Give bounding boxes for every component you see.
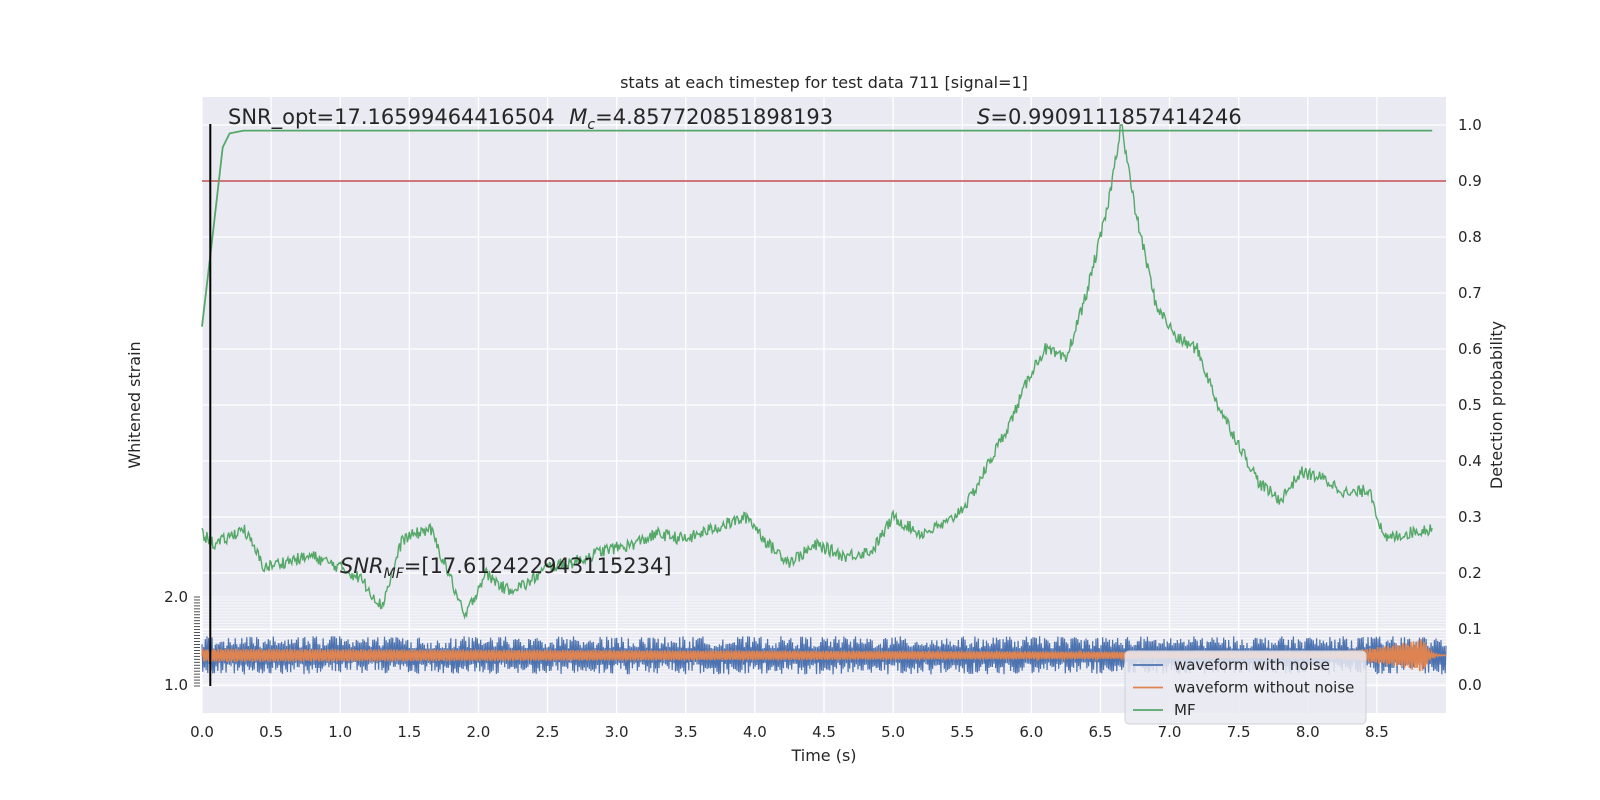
x-tick-label: 1.0 [328,723,352,741]
series-mf [201,124,1433,620]
s-symbol: S [977,105,990,129]
y-tick-label-right: 0.0 [1458,676,1482,694]
strain-tick-label-top: 2.0 [164,588,188,606]
x-tick-label: 2.0 [467,723,491,741]
x-tick-label: 3.5 [674,723,698,741]
x-tick-label: 6.0 [1019,723,1043,741]
strain-tick-label-bottom: 1.0 [164,676,188,694]
x-tick-label: 4.5 [812,723,836,741]
legend: waveform with noise waveform without noi… [1124,650,1367,725]
x-tick-label: 3.0 [605,723,629,741]
chart-title: stats at each timestep for test data 711… [620,73,1028,92]
legend-entry-mf: MF [1174,701,1196,719]
x-tick-label: 2.5 [536,723,560,741]
y-tick-label-right: 0.2 [1458,564,1482,582]
snr-opt-value: SNR_opt=17.16599464416504 [228,105,555,130]
x-tick-label: 7.0 [1158,723,1182,741]
legend-box [1124,650,1367,725]
y-tick-label-right: 0.1 [1458,620,1482,638]
y-tick-label-right: 0.9 [1458,172,1482,190]
series-waveform-with-noise [201,636,1447,675]
snr-mf-subscript: MF [384,566,405,582]
x-tick-label: 5.5 [950,723,974,741]
y-axis-label-left: Whitened strain [125,341,144,468]
mc-subscript: c [587,117,595,133]
x-tick-label: 1.5 [397,723,421,741]
y-tick-label-right: 0.6 [1458,340,1482,358]
annotation-snr-opt: SNR_opt=17.16599464416504 Mc=4.857720851… [228,105,833,133]
x-tick-label: 0.5 [259,723,283,741]
mc-value: =4.857720851898193 [595,105,833,129]
x-tick-label: 6.5 [1089,723,1113,741]
snr-mf-value: =[17.612422943115234] [404,554,672,578]
legend-entry-waveform-with-noise: waveform with noise [1174,656,1330,674]
y-axis-label-right: Detection probability [1487,321,1506,489]
annotation-snr-mf: SNRMF=[17.612422943115234] [340,554,672,582]
y-tick-label-right: 0.4 [1458,452,1482,470]
x-tick-label: 4.0 [743,723,767,741]
y-tick-label-right: 0.3 [1458,508,1482,526]
snr-mf-symbol: SNR [340,554,384,578]
y-tick-label-right: 1.0 [1458,116,1482,134]
series-detection-probability [201,129,1433,327]
y-tick-label-right: 0.8 [1458,228,1482,246]
annotation-s: S=0.9909111857414246 [977,105,1242,129]
tick-labels: 0.0 0.5 1.0 1.5 2.0 2.5 3.0 3.5 4.0 4.5 5.0 5.5 6.0 6… [164,116,1482,741]
y-tick-label-right: 0.7 [1458,284,1482,302]
x-axis-label: Time (s) [790,746,856,765]
mc-symbol: M [569,105,587,129]
x-tick-label: 7.5 [1227,723,1251,741]
series-group [201,124,1447,686]
x-tick-label: 8.5 [1365,723,1389,741]
x-tick-label: 8.0 [1296,723,1320,741]
legend-entry-waveform-without-noise: waveform without noise [1174,679,1354,697]
x-tick-label: 5.0 [881,723,905,741]
y-tick-label-right: 0.5 [1458,396,1482,414]
s-value: =0.9909111857414246 [990,105,1241,129]
x-tick-label: 0.0 [190,723,214,741]
